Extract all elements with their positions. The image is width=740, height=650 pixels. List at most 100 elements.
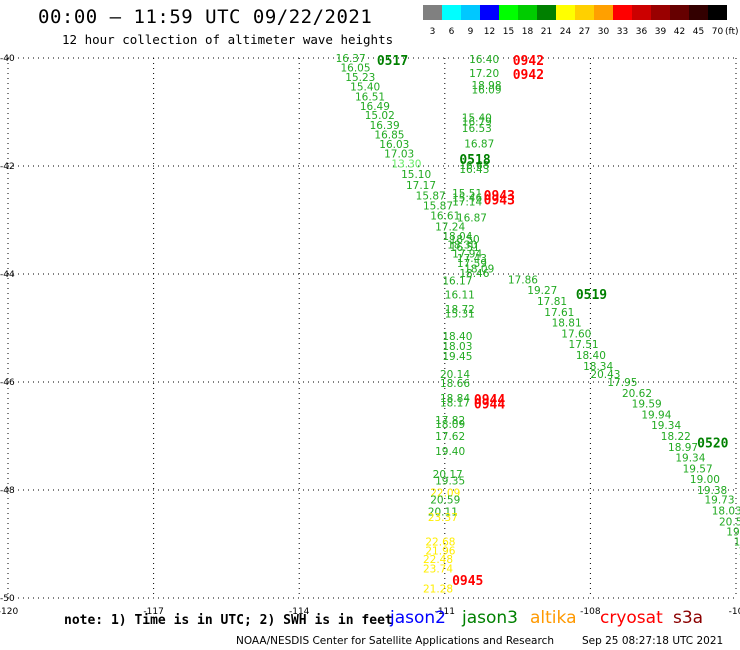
wave-height-value: 19.73 bbox=[704, 495, 734, 507]
wave-height-value: 19 bbox=[738, 546, 740, 558]
scale-swatch bbox=[499, 5, 518, 20]
wave-height-value: 18.04 bbox=[442, 231, 472, 243]
wave-height-value: 18.40 bbox=[442, 331, 472, 343]
footer-timestamp: Sep 25 08:27:18 UTC 2021 bbox=[582, 635, 724, 647]
lon-tick-label: -120 bbox=[0, 607, 18, 617]
wave-height-value: 18.97 bbox=[668, 442, 698, 454]
wave-height-value: 17.82 bbox=[435, 415, 465, 427]
lon-tick-label: -117 bbox=[143, 607, 163, 617]
wave-height-value: 16.40 bbox=[469, 54, 499, 66]
wave-height-value: 18.40 bbox=[576, 350, 606, 362]
wave-height-value: 20.43 bbox=[590, 369, 620, 381]
wave-height-value: 18.03 bbox=[442, 341, 472, 353]
wave-height-value: 16.37 bbox=[336, 53, 366, 65]
lat-tick-label: -50 bbox=[0, 594, 15, 604]
wave-height-value: 16.03 bbox=[379, 139, 409, 151]
wave-height-value: 17.95 bbox=[607, 377, 637, 389]
wave-height-value: 15.40 bbox=[462, 112, 492, 124]
pass-time-label: 0517 bbox=[377, 54, 408, 69]
wave-height-value: 19.94 bbox=[641, 409, 671, 421]
wave-height-value: 20.14 bbox=[440, 369, 470, 381]
lat-tick-label: -48 bbox=[0, 486, 15, 496]
wave-height-value: 16.79 bbox=[462, 117, 492, 129]
scale-swatch bbox=[556, 5, 575, 20]
pass-time-label: 0520 bbox=[697, 436, 728, 451]
wave-height-value: 16.39 bbox=[370, 120, 400, 132]
scale-tick-label: 30 bbox=[598, 27, 610, 37]
wave-height-value: 16.51 bbox=[450, 242, 480, 254]
scale-swatch bbox=[613, 5, 632, 20]
scale-tick-label: 42 bbox=[674, 27, 685, 37]
wave-height-value: 17.51 bbox=[569, 339, 599, 351]
wave-height-value: 16.49 bbox=[360, 101, 390, 113]
scale-swatch bbox=[670, 5, 689, 20]
wave-height-value: 19.45 bbox=[442, 351, 472, 363]
legend-altika: altika bbox=[530, 608, 577, 628]
wave-height-value: 16.11 bbox=[445, 290, 475, 302]
scale-tick-label: 15 bbox=[503, 27, 514, 37]
page-subtitle: 12 hour collection of altimeter wave hei… bbox=[62, 32, 394, 47]
color-scale-legend: 3 6 9 12 15 18 21 24 27 30 33 36 39 42 45 70 (ft) bbox=[423, 5, 739, 37]
wave-height-value: 16.68 bbox=[459, 160, 489, 172]
wave-height-value: 17.43 bbox=[457, 253, 487, 265]
wave-height-value: 19.34 bbox=[651, 420, 681, 432]
scale-tick-label: 33 bbox=[617, 27, 628, 37]
scale-tick-label: 70 bbox=[712, 27, 724, 37]
lat-tick-label: -42 bbox=[0, 162, 15, 172]
pass-time-label: 0943 bbox=[484, 193, 515, 208]
scale-tick-label: 18 bbox=[522, 27, 534, 37]
wave-height-value: 17.61 bbox=[544, 307, 574, 319]
scale-swatch bbox=[651, 5, 670, 20]
lat-tick-label: -40 bbox=[0, 54, 15, 64]
wave-height-value: 23.74 bbox=[423, 563, 453, 575]
pass-time-label: 0519 bbox=[576, 288, 607, 303]
wave-height-value: 17.14 bbox=[452, 197, 482, 209]
wave-height-value: 20.62 bbox=[622, 388, 652, 400]
page-title: 00:00 – 11:59 UTC 09/22/2021 bbox=[38, 6, 373, 28]
wave-height-value: 18.30 bbox=[447, 239, 477, 251]
scale-swatch bbox=[708, 5, 727, 20]
pass-time-label: 0518 bbox=[459, 153, 490, 168]
scale-swatch bbox=[461, 5, 480, 20]
wave-height-value: 16.85 bbox=[374, 130, 404, 142]
scale-tick-label: 21 bbox=[541, 27, 552, 37]
wave-height-value: 21.96 bbox=[425, 545, 455, 557]
scale-swatch bbox=[594, 5, 613, 20]
pass-time-label: 0942 bbox=[513, 54, 544, 69]
wave-height-value: 16.87 bbox=[464, 138, 494, 150]
pass-time-label: 0944 bbox=[474, 393, 505, 408]
wave-height-value: 19.34 bbox=[675, 453, 705, 465]
wave-height-value: 17.62 bbox=[435, 431, 465, 443]
wave-height-value: 18.17 bbox=[440, 398, 470, 410]
wave-height-value: 19.38 bbox=[697, 485, 727, 497]
legend-jason2: jason2 bbox=[390, 608, 446, 628]
wave-height-value: 17.60 bbox=[561, 328, 591, 340]
wave-height-value: 17.86 bbox=[508, 274, 538, 286]
units-note: note: 1) Time is in UTC; 2) SWH is in fe… bbox=[64, 613, 393, 628]
wave-height-value: 22.68 bbox=[425, 536, 455, 548]
wave-height-value: 19.0 bbox=[734, 536, 740, 548]
scale-tick-label: 39 bbox=[655, 27, 667, 37]
wave-height-value: 19.35 bbox=[435, 475, 465, 487]
lat-tick-label: -46 bbox=[0, 378, 15, 388]
scale-unit: (ft) bbox=[725, 27, 739, 37]
wave-height-value: 20.11 bbox=[428, 507, 458, 519]
wave-height-value: 15.46 bbox=[452, 192, 482, 204]
wave-height-value: 16.17 bbox=[442, 275, 472, 287]
wave-height-value: 19.57 bbox=[683, 463, 713, 475]
lon-tick-label: -108 bbox=[580, 607, 601, 617]
scale-tick-label: 24 bbox=[560, 27, 572, 37]
wave-height-value: 19.27 bbox=[527, 285, 557, 297]
lon-tick-label: -111 bbox=[435, 607, 455, 617]
wave-height-value: 22.09 bbox=[430, 488, 460, 500]
wave-height-value: 17.17 bbox=[406, 180, 436, 192]
wave-height-value: 19.00 bbox=[690, 474, 720, 486]
wave-height-value: 13.30 bbox=[391, 158, 421, 170]
wave-height-value: 16.87 bbox=[457, 212, 487, 224]
wave-height-value: 18.46 bbox=[459, 268, 489, 280]
scale-swatch bbox=[442, 5, 461, 20]
footer-credit: NOAA/NESDIS Center for Satellite Applica… bbox=[236, 635, 554, 647]
legend-s3a: s3a bbox=[673, 608, 704, 628]
wave-height-value: 17.20 bbox=[469, 68, 499, 80]
